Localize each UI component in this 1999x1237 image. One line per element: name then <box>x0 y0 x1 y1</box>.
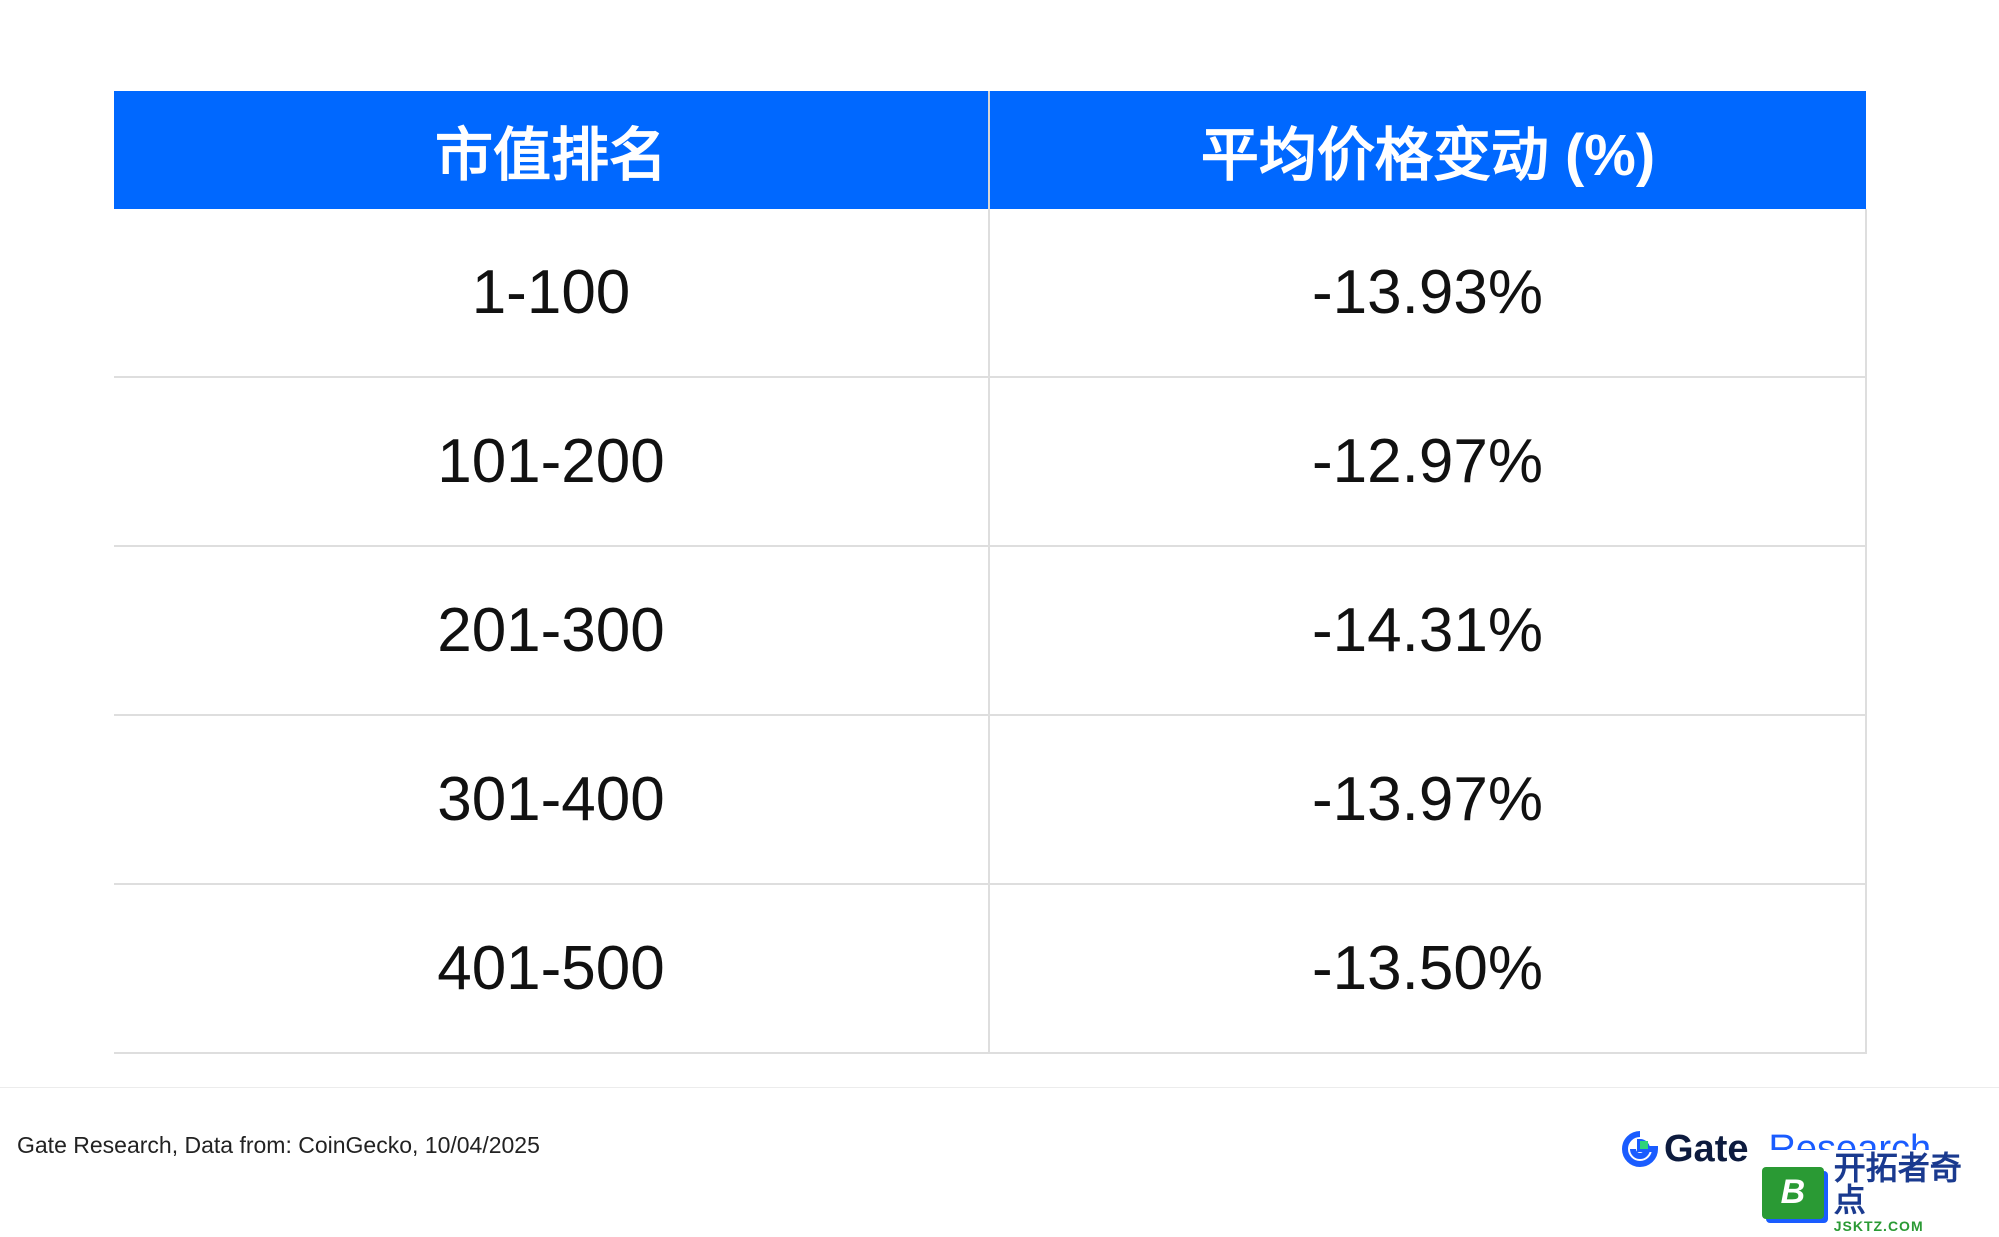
badge-domain-text: JSKTZ.COM <box>1833 1218 1924 1234</box>
cell-change: -13.97% <box>989 715 1867 885</box>
cell-change: -13.50% <box>989 884 1867 1054</box>
table-row: 101-200 -12.97% <box>114 377 1867 547</box>
badge-letter-icon: B <box>1762 1166 1824 1219</box>
gate-logo-icon <box>1622 1131 1658 1167</box>
table-row: 1-100 -13.93% <box>114 209 1867 378</box>
source-caption: Gate Research, Data from: CoinGecko, 10/… <box>17 1132 540 1158</box>
badge-chinese-text: 开拓者奇点 <box>1833 1150 1962 1218</box>
column-header-rank: 市值排名 <box>114 91 990 209</box>
cell-change: -12.97% <box>989 377 1867 547</box>
cell-rank: 401-500 <box>114 884 990 1054</box>
cell-rank: 101-200 <box>114 377 990 547</box>
cell-rank: 201-300 <box>114 546 990 716</box>
table-row: 301-400 -13.97% <box>114 715 1867 885</box>
table-header-row: 市值排名 平均价格变动 (%) <box>114 91 1866 209</box>
watermark-badge: B 开拓者奇点 JSKTZ.COM <box>1758 1150 1999 1237</box>
footer-divider <box>0 1087 1999 1088</box>
brand-gate-text: Gate <box>1664 1127 1749 1170</box>
table-row: 401-500 -13.50% <box>114 884 1867 1054</box>
data-table: 市值排名 平均价格变动 (%) 1-100 -13.93% 101-200 -1… <box>114 91 1867 1054</box>
cell-change: -13.93% <box>989 209 1867 378</box>
cell-rank: 301-400 <box>114 715 990 885</box>
cell-rank: 1-100 <box>114 209 990 378</box>
table-row: 201-300 -14.31% <box>114 546 1867 716</box>
cell-change: -14.31% <box>989 546 1867 716</box>
column-header-change: 平均价格变动 (%) <box>989 91 1866 209</box>
data-table-container: 市值排名 平均价格变动 (%) 1-100 -13.93% 101-200 -1… <box>114 91 1867 1054</box>
